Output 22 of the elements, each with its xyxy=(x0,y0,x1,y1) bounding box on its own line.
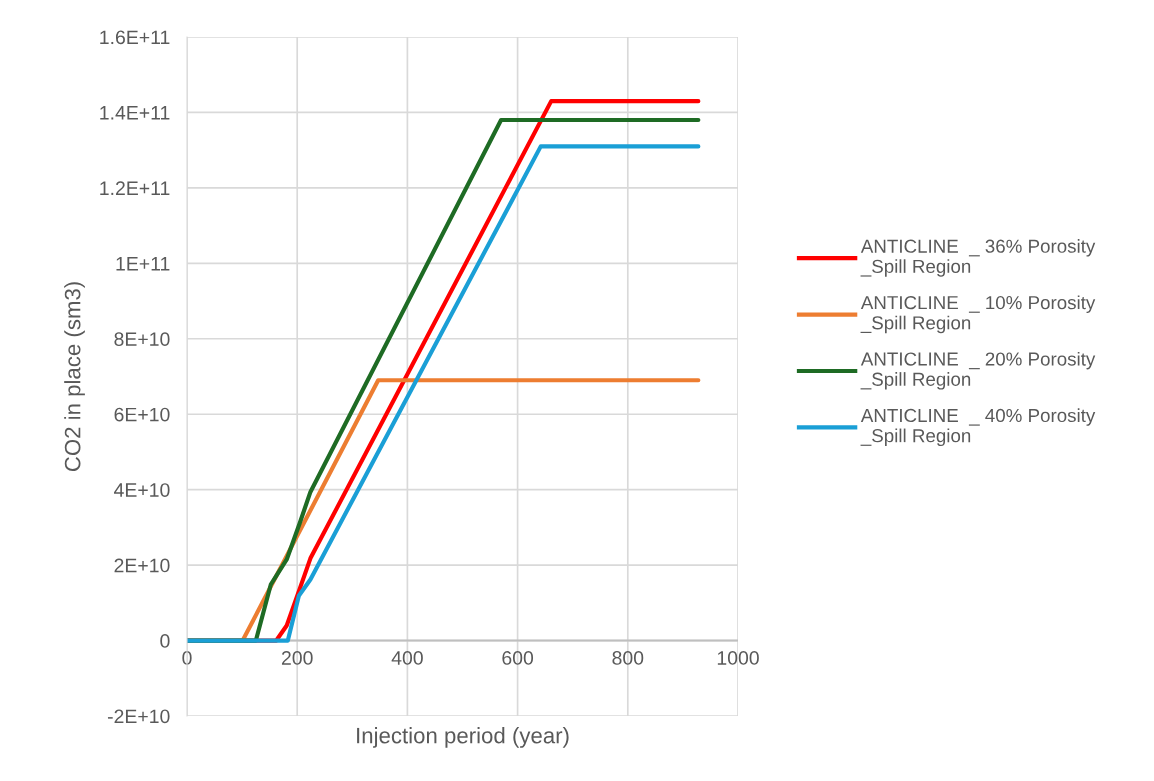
y-tick-label: 8E+10 xyxy=(114,332,170,347)
y-tick-label: 6E+10 xyxy=(114,407,170,422)
legend-label: ANTICLINE _ 10% Porosity _Spill Region xyxy=(860,295,1096,334)
y-axis-title: CO2 in place (sm3) xyxy=(64,282,85,472)
x-axis-title: Injection period (year) xyxy=(357,727,569,748)
x-tick-label: 1000 xyxy=(717,651,759,665)
y-tick-label: 0 xyxy=(160,634,170,648)
x-tick-label: 600 xyxy=(502,651,534,665)
y-tick-label: -2E+10 xyxy=(107,709,170,724)
y-tick-label: 4E+10 xyxy=(114,483,170,497)
y-tick-label: 1E+11 xyxy=(116,257,170,271)
legend-label: ANTICLINE _ 36% Porosity _Spill Region xyxy=(860,239,1096,277)
y-tick-label: 1.4E+11 xyxy=(100,106,170,120)
legend-label: ANTICLINE _ 40% Porosity _Spill Region xyxy=(860,408,1096,447)
y-tick-label: 1.6E+11 xyxy=(100,30,170,45)
x-tick-label: 400 xyxy=(391,651,423,665)
legend-label: ANTICLINE _ 20% Porosity _Spill Region xyxy=(860,351,1096,390)
y-tick-label: 2E+10 xyxy=(114,558,170,573)
x-tick-label: 800 xyxy=(612,651,644,665)
y-tick-label: 1.2E+11 xyxy=(100,181,170,195)
x-tick-label: 200 xyxy=(281,651,313,665)
x-tick-label: 0 xyxy=(182,651,192,665)
